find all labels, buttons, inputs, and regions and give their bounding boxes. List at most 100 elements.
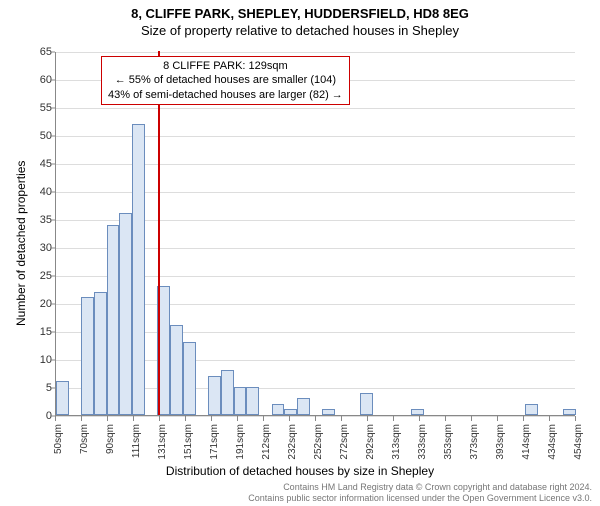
xtick-label: 333sqm [417,424,428,474]
histogram-plot: 8 CLIFFE PARK: 129sqm← 55% of detached h… [55,52,575,416]
title-address: 8, CLIFFE PARK, SHEPLEY, HUDDERSFIELD, H… [0,6,600,21]
gridline [56,108,575,109]
xtick-mark [367,416,368,421]
histogram-bar [208,376,221,415]
xtick-label: 70sqm [79,424,90,474]
xtick-mark [133,416,134,421]
ytick-mark [50,248,55,249]
ytick-mark [50,304,55,305]
histogram-bar [246,387,259,415]
xtick-label: 434sqm [547,424,558,474]
ytick-mark [50,332,55,333]
xtick-label: 212sqm [261,424,272,474]
xtick-mark [393,416,394,421]
xtick-mark [523,416,524,421]
xtick-mark [159,416,160,421]
marker-line [158,51,160,415]
xtick-label: 50sqm [53,424,64,474]
ytick-mark [50,80,55,81]
histogram-bar [297,398,310,415]
xtick-label: 393sqm [495,424,506,474]
xtick-label: 171sqm [209,424,220,474]
ytick-mark [50,276,55,277]
histogram-bar [183,342,196,415]
xtick-mark [315,416,316,421]
xtick-mark [107,416,108,421]
histogram-bar [563,409,576,415]
ytick-label: 45 [22,158,52,170]
ytick-label: 20 [22,298,52,310]
ytick-mark [50,164,55,165]
histogram-bar [119,213,132,415]
xtick-mark [55,416,56,421]
xtick-mark [211,416,212,421]
xtick-label: 454sqm [573,424,584,474]
ytick-label: 65 [22,46,52,58]
footer-attribution: Contains HM Land Registry data © Crown c… [248,482,592,504]
xtick-label: 111sqm [131,424,142,474]
ytick-label: 55 [22,102,52,114]
histogram-bar [221,370,234,415]
ytick-label: 60 [22,74,52,86]
xtick-label: 131sqm [157,424,168,474]
gridline [56,52,575,53]
histogram-bar [525,404,538,415]
title-subtitle: Size of property relative to detached ho… [0,23,600,38]
xtick-label: 353sqm [443,424,454,474]
xtick-mark [81,416,82,421]
xtick-label: 90sqm [105,424,116,474]
histogram-bar [234,387,247,415]
xtick-mark [341,416,342,421]
xtick-mark [471,416,472,421]
xtick-label: 272sqm [339,424,350,474]
ytick-label: 30 [22,242,52,254]
ytick-label: 15 [22,326,52,338]
xtick-mark [263,416,264,421]
histogram-bar [360,393,373,415]
xtick-label: 373sqm [469,424,480,474]
histogram-bar [272,404,285,415]
xtick-mark [575,416,576,421]
ytick-mark [50,108,55,109]
xtick-label: 252sqm [313,424,324,474]
ytick-mark [50,388,55,389]
footer-line2: Contains public sector information licen… [248,493,592,504]
ytick-label: 50 [22,130,52,142]
xtick-label: 414sqm [521,424,532,474]
ytick-mark [50,192,55,193]
histogram-bar [81,297,94,415]
ytick-label: 0 [22,410,52,422]
ytick-label: 10 [22,354,52,366]
xtick-label: 232sqm [287,424,298,474]
x-axis-label: Distribution of detached houses by size … [0,464,600,478]
xtick-mark [289,416,290,421]
histogram-bar [107,225,120,415]
histogram-bar [170,325,183,415]
ytick-label: 35 [22,214,52,226]
xtick-mark [185,416,186,421]
ytick-mark [50,52,55,53]
ytick-label: 25 [22,270,52,282]
ytick-label: 5 [22,382,52,394]
ytick-label: 40 [22,186,52,198]
ytick-mark [50,136,55,137]
ytick-mark [50,360,55,361]
histogram-bar [284,409,297,415]
footer-line1: Contains HM Land Registry data © Crown c… [248,482,592,493]
xtick-mark [237,416,238,421]
xtick-mark [445,416,446,421]
histogram-bar [132,124,145,415]
xtick-mark [549,416,550,421]
annotation-line2: ← 55% of detached houses are smaller (10… [108,73,343,87]
xtick-label: 313sqm [391,424,402,474]
histogram-bar [411,409,424,415]
annotation-line1: 8 CLIFFE PARK: 129sqm [108,59,343,73]
xtick-mark [497,416,498,421]
xtick-label: 151sqm [183,424,194,474]
annotation-box: 8 CLIFFE PARK: 129sqm← 55% of detached h… [101,56,350,105]
xtick-label: 191sqm [235,424,246,474]
histogram-bar [56,381,69,415]
histogram-bar [322,409,335,415]
histogram-bar [94,292,107,415]
annotation-line3: 43% of semi-detached houses are larger (… [108,88,343,102]
